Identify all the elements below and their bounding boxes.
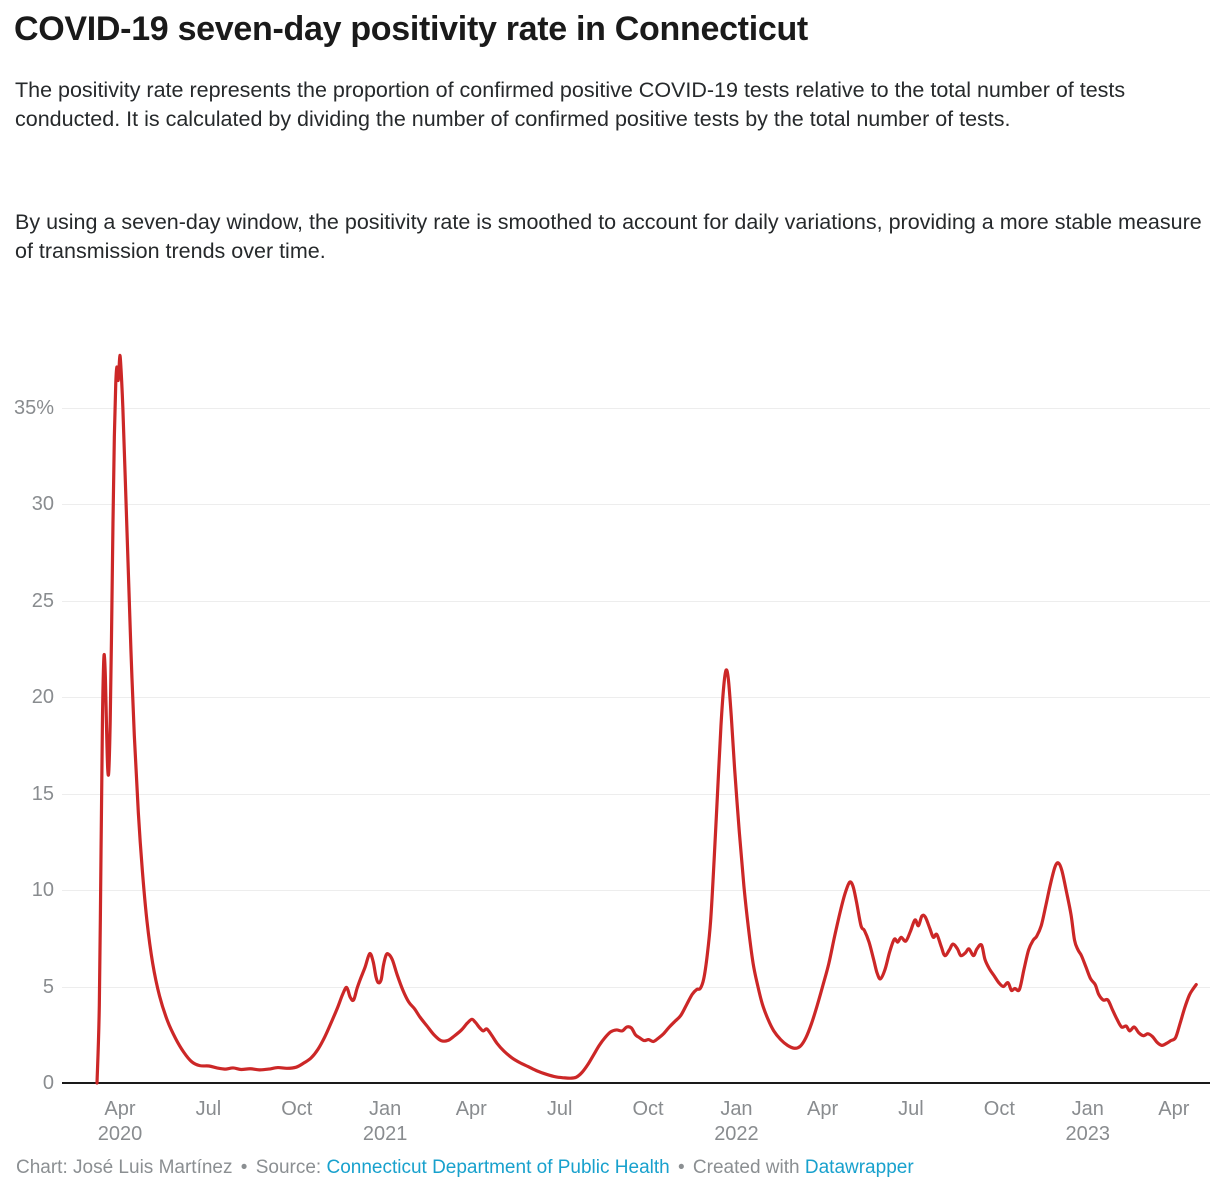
y-tick-label-15: 15 bbox=[31, 782, 54, 805]
x-tick-month: Oct bbox=[632, 1098, 664, 1120]
x-tick-month: Apr bbox=[104, 1098, 136, 1120]
source-link[interactable]: Connecticut Department of Public Health bbox=[326, 1157, 670, 1178]
y-tick-label-35: 35% bbox=[13, 396, 54, 419]
x-tick-jan-2021: Jan 2021 bbox=[363, 1097, 408, 1147]
line-chart: 35% 30 25 20 15 10 5 0 Apr 2020 Jul Oct Jan 2021 Apr J… bbox=[0, 300, 1230, 1145]
x-tick-month: Jan bbox=[369, 1098, 402, 1120]
page-title: COVID-19 seven-day positivity rate in Co… bbox=[14, 10, 808, 48]
x-tick-apr: Apr bbox=[456, 1097, 487, 1122]
x-tick-jul: Jul bbox=[547, 1097, 573, 1122]
gridline-0 bbox=[62, 1082, 1210, 1084]
x-tick-oct: Oct bbox=[281, 1097, 312, 1122]
footer: Chart: José Luis Martínez • Source: Conn… bbox=[16, 1155, 914, 1181]
series-line bbox=[95, 353, 1198, 1085]
x-tick-month: Jul bbox=[546, 1098, 573, 1120]
x-tick-month: Jul bbox=[898, 1098, 924, 1120]
description-paragraph-1: The positivity rate represents the propo… bbox=[15, 78, 1126, 131]
gridline-30 bbox=[62, 504, 1210, 506]
x-tick-jul: Jul bbox=[898, 1097, 924, 1122]
chart-credit: Chart: José Luis Martínez bbox=[16, 1157, 233, 1178]
x-tick-month: Jul bbox=[195, 1098, 222, 1120]
x-tick-apr: Apr bbox=[807, 1097, 838, 1122]
datawrapper-link[interactable]: Datawrapper bbox=[804, 1157, 914, 1178]
gridline-35 bbox=[62, 407, 1210, 409]
gridline-20 bbox=[62, 697, 1210, 699]
created-with-label: Created with bbox=[692, 1157, 800, 1178]
source-label: Source: bbox=[255, 1157, 322, 1178]
y-tick-label-5: 5 bbox=[42, 975, 54, 998]
x-tick-month: Jan bbox=[1071, 1098, 1104, 1120]
description-paragraph-2: By using a seven-day window, the positiv… bbox=[15, 210, 1202, 263]
x-tick-month: Apr bbox=[806, 1098, 839, 1120]
x-tick-month: Oct bbox=[281, 1098, 313, 1120]
y-tick-label-10: 10 bbox=[31, 879, 54, 901]
x-tick-apr-2020: Apr 2020 bbox=[98, 1097, 143, 1147]
x-tick-jan-2023: Jan 2023 bbox=[1065, 1097, 1110, 1147]
gridline-5 bbox=[62, 986, 1210, 988]
footer-separator-1: • bbox=[240, 1157, 248, 1178]
x-tick-apr: Apr bbox=[1158, 1097, 1189, 1122]
gridline-15 bbox=[62, 793, 1210, 795]
y-tick-label-30: 30 bbox=[31, 493, 54, 516]
gridline-25 bbox=[62, 600, 1210, 602]
x-tick-year: 2020 bbox=[97, 1123, 143, 1145]
y-tick-label-20: 20 bbox=[31, 686, 54, 709]
x-tick-month: Jan bbox=[720, 1098, 753, 1120]
gridline-10 bbox=[62, 890, 1210, 891]
x-tick-year: 2021 bbox=[362, 1123, 408, 1145]
x-tick-oct: Oct bbox=[984, 1097, 1015, 1122]
positivity-rate-line bbox=[95, 353, 1198, 1085]
x-tick-month: Oct bbox=[983, 1098, 1015, 1120]
x-tick-jul: Jul bbox=[196, 1097, 222, 1122]
x-tick-oct: Oct bbox=[632, 1097, 663, 1122]
x-tick-year: 2022 bbox=[714, 1123, 759, 1145]
x-tick-jan-2022: Jan 2022 bbox=[714, 1097, 759, 1147]
x-tick-month: Apr bbox=[1158, 1098, 1190, 1120]
plot-area bbox=[62, 340, 1210, 1085]
y-tick-label-25: 25 bbox=[31, 589, 54, 612]
x-tick-year: 2023 bbox=[1065, 1123, 1110, 1145]
y-tick-label-0: 0 bbox=[42, 1072, 54, 1094]
footer-separator-2: • bbox=[677, 1157, 685, 1178]
x-tick-month: Apr bbox=[455, 1098, 487, 1120]
